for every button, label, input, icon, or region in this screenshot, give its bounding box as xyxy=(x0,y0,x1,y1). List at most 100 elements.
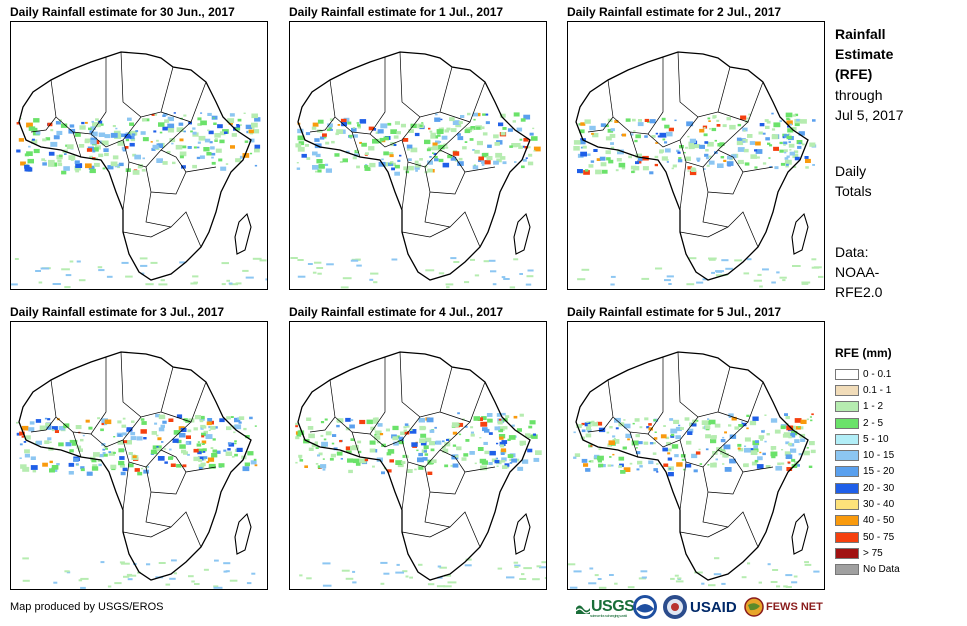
rainfall-cell xyxy=(436,129,444,134)
rainfall-cell xyxy=(674,574,679,577)
rainfall-cell xyxy=(379,137,385,142)
rainfall-cell xyxy=(118,460,125,466)
rainfall-cell xyxy=(405,575,409,578)
rainfall-cell xyxy=(708,584,716,587)
rainfall-cell xyxy=(747,134,753,138)
rainfall-cell xyxy=(369,162,376,168)
rainfall-cell xyxy=(438,150,442,153)
rainfall-cell xyxy=(60,123,68,128)
rainfall-cell xyxy=(430,448,435,452)
rainfall-cell xyxy=(68,462,75,467)
rainfall-cell xyxy=(458,157,463,161)
rainfall-cell xyxy=(762,268,769,271)
rainfall-cell xyxy=(359,141,362,144)
rainfall-cell xyxy=(655,267,663,270)
rainfall-cell xyxy=(146,465,150,468)
rainfall-cell xyxy=(703,168,706,170)
rainfall-cell xyxy=(747,562,751,565)
rainfall-cell xyxy=(58,426,65,431)
rainfall-cell xyxy=(661,156,668,161)
rainfall-cell xyxy=(44,159,47,162)
rainfall-cell xyxy=(426,148,431,152)
dot-seal-icon xyxy=(662,593,688,621)
rainfall-cell xyxy=(128,463,134,468)
rainfall-cell xyxy=(390,129,397,134)
rainfall-cell xyxy=(410,123,417,129)
rainfall-cell xyxy=(254,117,261,122)
rainfall-cell xyxy=(798,131,805,136)
rainfall-cell xyxy=(793,150,799,154)
rainfall-cell xyxy=(169,577,176,580)
coastline xyxy=(18,51,252,281)
rainfall-cell xyxy=(197,441,200,443)
rainfall-cell xyxy=(447,154,453,159)
rainfall-cell xyxy=(786,117,790,120)
rainfall-cell xyxy=(185,419,190,423)
rainfall-cell xyxy=(134,154,141,160)
country-border xyxy=(72,131,82,158)
country-border xyxy=(401,461,409,511)
rainfall-cell xyxy=(296,433,302,437)
rainfall-cell xyxy=(471,128,475,131)
rainfall-cell xyxy=(751,461,758,466)
rainfall-cell xyxy=(210,447,214,449)
rainfall-cell xyxy=(812,119,816,122)
rainfall-cell xyxy=(610,142,614,145)
rainfall-cell xyxy=(602,169,608,174)
rainfall-cell xyxy=(491,458,497,462)
rainfall-cell xyxy=(126,427,133,432)
rainfall-cell xyxy=(200,427,204,430)
madagascar-outline xyxy=(791,212,809,255)
rainfall-cell xyxy=(418,452,423,457)
rainfall-cell xyxy=(214,139,218,142)
rainfall-cell xyxy=(179,138,184,142)
rainfall-cell xyxy=(326,128,331,132)
rainfall-cell xyxy=(411,442,418,447)
rainfall-cell xyxy=(481,153,488,158)
rainfall-cell xyxy=(609,456,612,458)
rainfall-cell xyxy=(235,282,242,285)
rainfall-cell xyxy=(687,166,693,170)
rainfall-cell xyxy=(369,278,374,281)
rainfall-cell xyxy=(119,456,125,460)
legend-swatch xyxy=(835,450,859,462)
rainfall-cell xyxy=(637,460,643,465)
rainfall-cell xyxy=(79,125,86,130)
rainfall-cell xyxy=(238,416,245,420)
rainfall-cell xyxy=(53,581,58,584)
rainfall-cell xyxy=(686,283,695,286)
sidebar-through: through Jul 5, 2017 xyxy=(835,85,904,125)
rainfall-cell xyxy=(211,152,216,156)
rainfall-cell xyxy=(132,455,137,459)
rainfall-cell xyxy=(429,441,436,446)
rainfall-cell xyxy=(387,122,392,126)
rainfall-cell xyxy=(297,430,305,435)
coastline xyxy=(297,351,531,581)
rainfall-cell xyxy=(298,454,303,458)
rainfall-cell xyxy=(254,164,258,167)
rainfall-cell xyxy=(623,467,631,472)
rainfall-cell xyxy=(98,269,105,272)
rainfall-cell xyxy=(406,148,410,151)
rainfall-cell xyxy=(792,114,796,117)
rainfall-cell xyxy=(42,462,48,467)
rainfall-cell xyxy=(784,451,791,456)
country-border xyxy=(401,226,451,238)
rainfall-cell xyxy=(507,454,514,458)
rainfall-cell xyxy=(242,466,250,472)
rainfall-cell xyxy=(461,457,467,461)
rainfall-cell xyxy=(130,138,136,142)
rainfall-cell xyxy=(664,148,671,153)
rainfall-cell xyxy=(486,156,493,161)
rainfall-cell xyxy=(90,126,96,131)
rainfall-cell xyxy=(794,122,800,127)
rainfall-cell xyxy=(19,443,23,446)
rainfall-cell xyxy=(392,436,398,441)
rainfall-cell xyxy=(22,466,30,472)
rainfall-cell xyxy=(427,459,434,465)
rainfall-cell xyxy=(810,449,816,454)
rainfall-cell xyxy=(314,441,318,444)
fews-net-text: FEWS NET xyxy=(766,601,823,613)
rainfall-cell xyxy=(496,413,503,417)
rainfall-cell xyxy=(50,141,58,147)
